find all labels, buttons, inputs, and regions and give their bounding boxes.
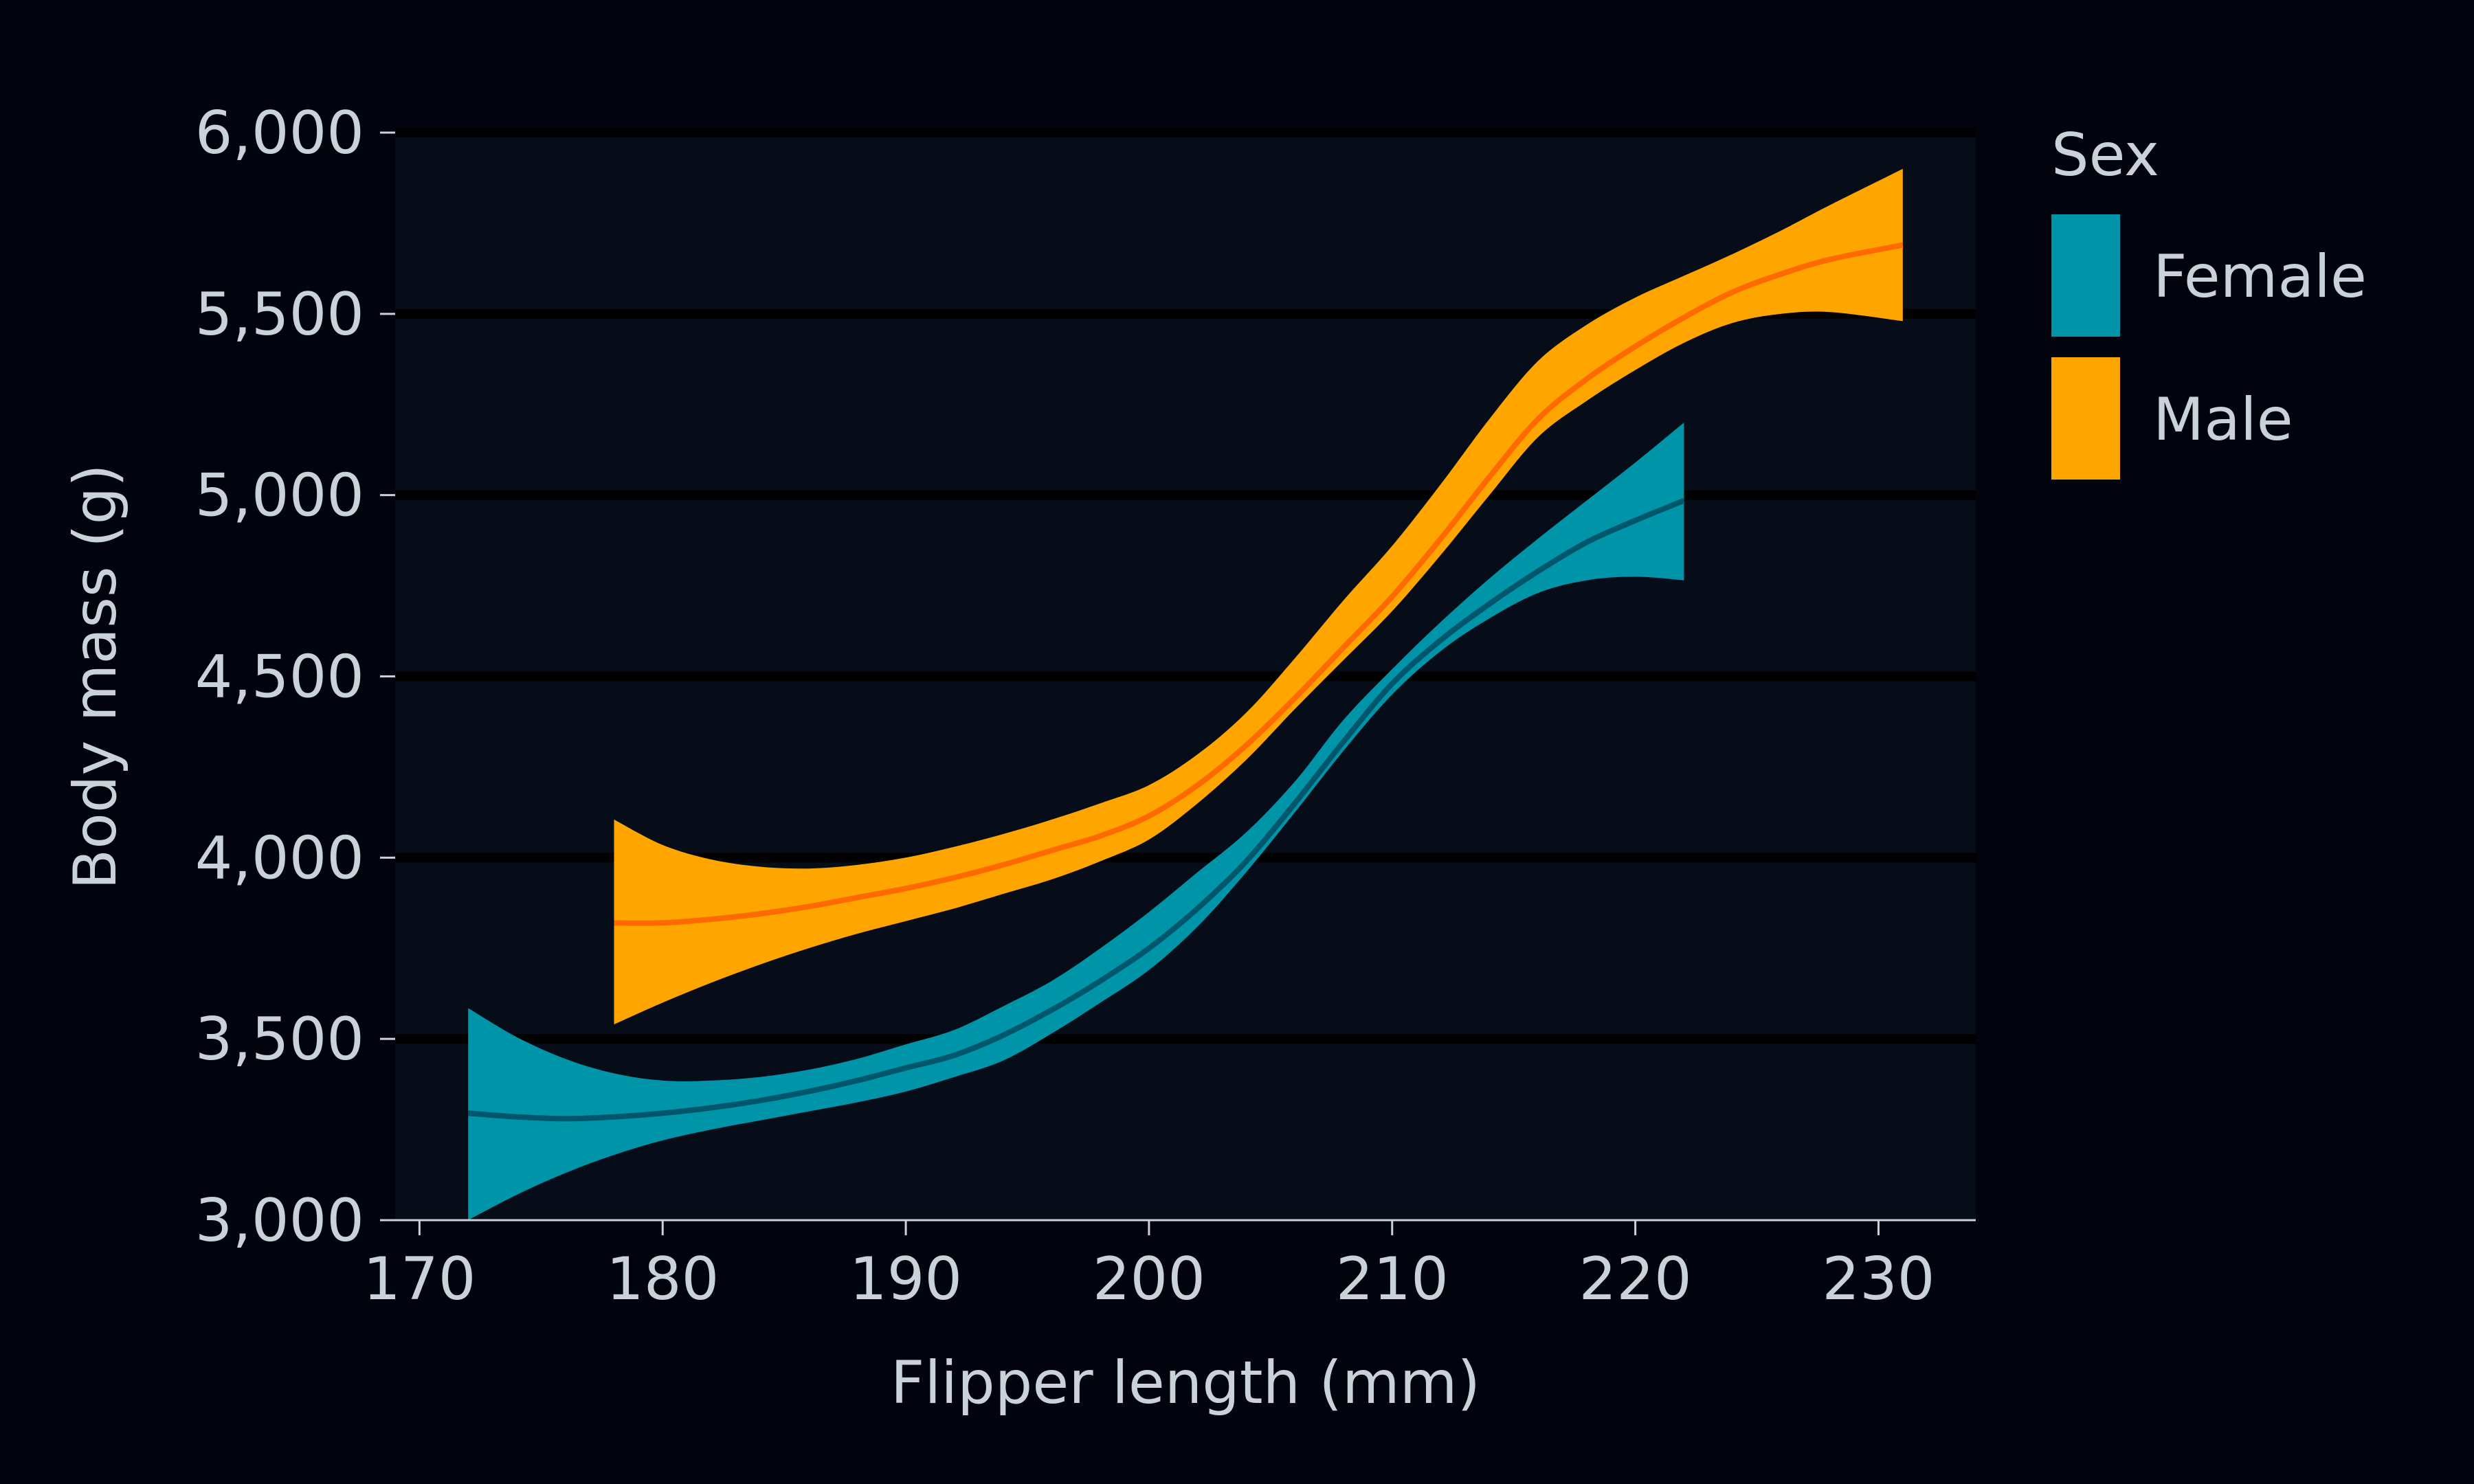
- x-axis-label: Flipper length (mm): [891, 1349, 1480, 1417]
- line-male: [614, 242, 1904, 926]
- y-axis: 3,000 3,500 4,000 4,500 5,000 5,500 6,000: [195, 99, 395, 1255]
- y-tick-label: 3,000: [195, 1187, 364, 1255]
- legend-swatch-male: [2051, 357, 2120, 480]
- x-tick-label: 230: [1822, 1245, 1935, 1314]
- y-tick-label: 5,500: [195, 280, 364, 349]
- series-lines: [467, 242, 1904, 1122]
- x-tick-label: 180: [606, 1245, 719, 1314]
- legend-title: Sex: [2051, 121, 2159, 190]
- grid: [395, 128, 1976, 1044]
- y-tick-label: 6,000: [195, 99, 364, 168]
- y-tick-label: 4,000: [195, 824, 364, 892]
- x-axis: 170 180 190 200 210 220 230: [363, 1220, 1935, 1314]
- band-female: [468, 423, 1684, 1220]
- legend-label-male: Male: [2153, 385, 2293, 454]
- y-tick-label: 4,500: [195, 643, 364, 712]
- legend: Sex Female Male: [2051, 121, 2367, 480]
- x-tick-label: 190: [849, 1245, 962, 1314]
- legend-label-female: Female: [2153, 243, 2367, 311]
- line-female: [467, 497, 1685, 1122]
- y-tick-label: 5,000: [195, 462, 364, 530]
- legend-swatch-female: [2051, 214, 2120, 337]
- x-tick-label: 170: [363, 1245, 476, 1314]
- x-tick-label: 220: [1579, 1245, 1692, 1314]
- x-tick-label: 200: [1093, 1245, 1205, 1314]
- y-tick-label: 3,500: [195, 1005, 364, 1074]
- y-axis-label: Body mass (g): [61, 464, 130, 890]
- x-tick-label: 210: [1336, 1245, 1449, 1314]
